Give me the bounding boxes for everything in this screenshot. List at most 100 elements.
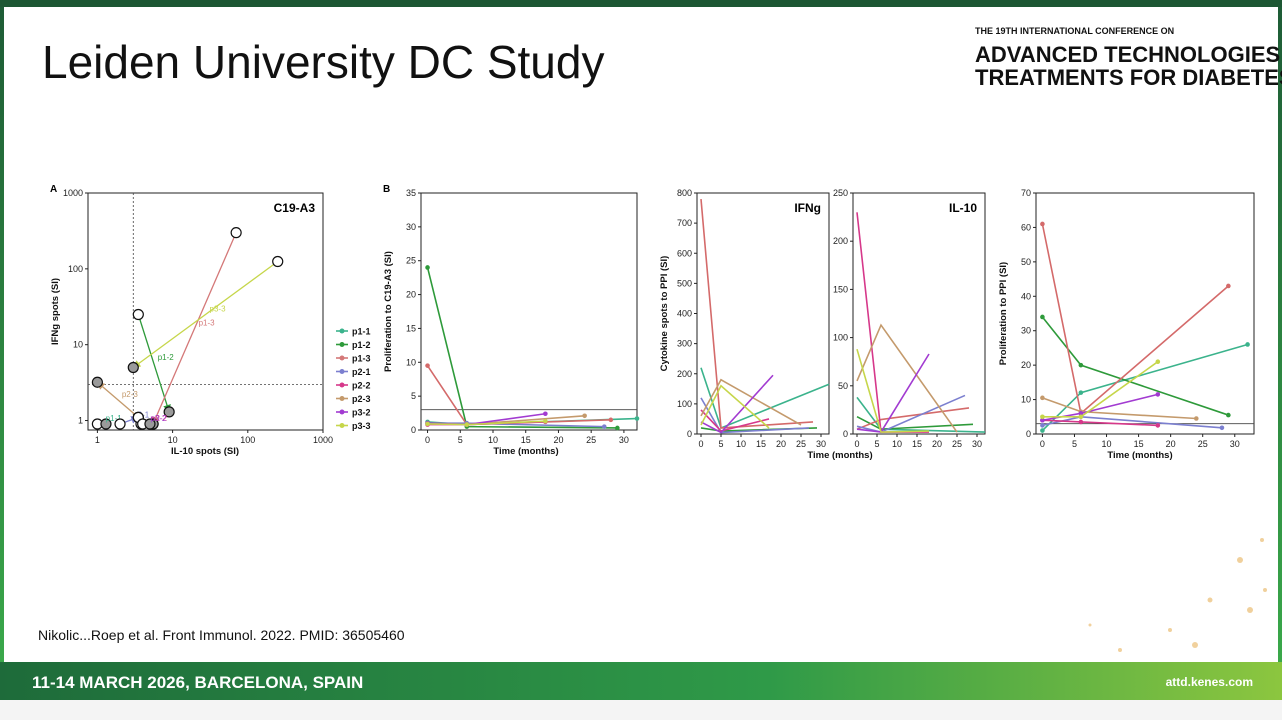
y-tick-label: 100	[68, 264, 83, 274]
y-tick-label: 0	[843, 429, 848, 439]
panel-title: C19-A3	[274, 201, 316, 215]
plot-frame	[1035, 192, 1255, 435]
series-line	[426, 267, 618, 429]
x-tick-label: 10	[736, 439, 746, 449]
x-tick-label: 0	[854, 439, 859, 449]
x-tick-label: 15	[1134, 439, 1144, 449]
x-tick-label: 20	[776, 439, 786, 449]
legend-swatch	[339, 409, 345, 415]
y-tick-label: 700	[677, 218, 692, 228]
data-point	[1040, 423, 1045, 428]
data-point	[100, 418, 112, 430]
point-label: p3-3	[210, 305, 227, 314]
x-tick-label: 10	[488, 435, 498, 445]
x-axis-label: Time (months)	[807, 450, 872, 461]
x-tick-label: 15	[756, 439, 766, 449]
data-point	[1040, 414, 1045, 420]
plot-frame	[852, 192, 986, 435]
x-tick-label: 15	[521, 435, 531, 445]
data-point	[1040, 395, 1045, 401]
y-tick-label: 600	[677, 248, 692, 258]
x-tick-label: 5	[1072, 439, 1077, 449]
data-point	[1078, 390, 1084, 395]
x-tick-label: 25	[952, 439, 962, 449]
data-point	[1155, 359, 1161, 365]
data-point	[163, 406, 175, 418]
series-line	[856, 348, 930, 433]
x-tick-label: 20	[553, 435, 563, 445]
legend-label: p2-3	[352, 394, 371, 404]
y-tick-label: 0	[687, 429, 692, 439]
data-point	[1226, 412, 1231, 418]
plot-frame	[420, 192, 638, 431]
conference-line: TREATMENTS FOR DIABETES	[975, 65, 1282, 90]
x-tick-label: 25	[796, 439, 806, 449]
series-line	[700, 198, 814, 429]
panel-label: A	[50, 184, 57, 195]
x-tick-label: 5	[874, 439, 879, 449]
data-point	[230, 227, 242, 239]
data-point	[1040, 314, 1045, 320]
x-tick-label: 0	[425, 435, 430, 445]
data-point	[601, 424, 607, 429]
plot-frame	[696, 192, 830, 435]
legend-label: p2-1	[352, 367, 371, 377]
data-point	[114, 418, 126, 430]
data-point	[582, 413, 587, 419]
legend-swatch	[339, 342, 345, 347]
y-tick-label: 30	[1021, 326, 1031, 336]
legend-label: p1-3	[352, 354, 371, 364]
panel-title: IL-10	[949, 201, 977, 215]
bottom-strip	[0, 700, 1282, 720]
y-tick-label: 0	[1026, 429, 1031, 439]
y-tick-label: 5	[411, 391, 416, 401]
series-line	[700, 409, 770, 432]
legend-swatch	[339, 355, 345, 361]
series-line	[856, 394, 966, 433]
y-tick-label: 300	[677, 339, 692, 349]
x-tick-label: 30	[619, 435, 629, 445]
arrow	[96, 381, 139, 418]
y-tick-label: 100	[833, 333, 848, 343]
footer-band	[0, 662, 1282, 700]
arrow	[152, 232, 237, 425]
data-point	[543, 418, 548, 424]
series-line	[700, 378, 802, 426]
series-line	[856, 407, 970, 430]
x-tick-label: 15	[912, 439, 922, 449]
y-tick-label: 0	[411, 425, 416, 435]
data-point	[1040, 428, 1045, 433]
y-tick-label: 800	[677, 188, 692, 198]
data-point	[634, 416, 640, 421]
y-tick-label: 20	[406, 290, 416, 300]
x-tick-label: 100	[240, 435, 255, 445]
y-tick-label: 10	[406, 357, 416, 367]
data-point	[132, 308, 144, 321]
x-axis-label: Time (months)	[493, 446, 558, 457]
x-tick-label: 10	[168, 435, 178, 445]
y-tick-label: 500	[677, 278, 692, 288]
data-point	[91, 376, 103, 388]
series-line	[856, 323, 958, 433]
y-tick-label: 200	[833, 236, 848, 246]
series-line	[856, 353, 930, 433]
data-point	[1219, 425, 1225, 431]
footer-dates: 11-14 MARCH 2026, BARCELONA, SPAIN	[32, 673, 363, 692]
citation: Nikolic...Roep et al. Front Immunol. 202…	[38, 627, 405, 643]
right-border	[1278, 7, 1282, 662]
y-tick-label: 400	[677, 309, 692, 319]
y-axis-label: Proliferation to C19-A3 (SI)	[383, 251, 394, 372]
slide-title: Leiden University DC Study	[42, 36, 604, 88]
data-point	[1193, 416, 1199, 421]
legend-label: p1-1	[352, 327, 371, 337]
data-point	[464, 422, 470, 427]
point-label: p2-3	[122, 390, 139, 399]
data-point	[615, 425, 620, 431]
legend-label: p3-2	[352, 408, 371, 418]
data-point	[608, 417, 614, 423]
data-point	[272, 255, 284, 268]
top-border	[0, 0, 1282, 7]
data-point	[1155, 423, 1161, 428]
x-tick-label: 1000	[313, 435, 333, 445]
y-tick-label: 70	[1021, 188, 1031, 198]
